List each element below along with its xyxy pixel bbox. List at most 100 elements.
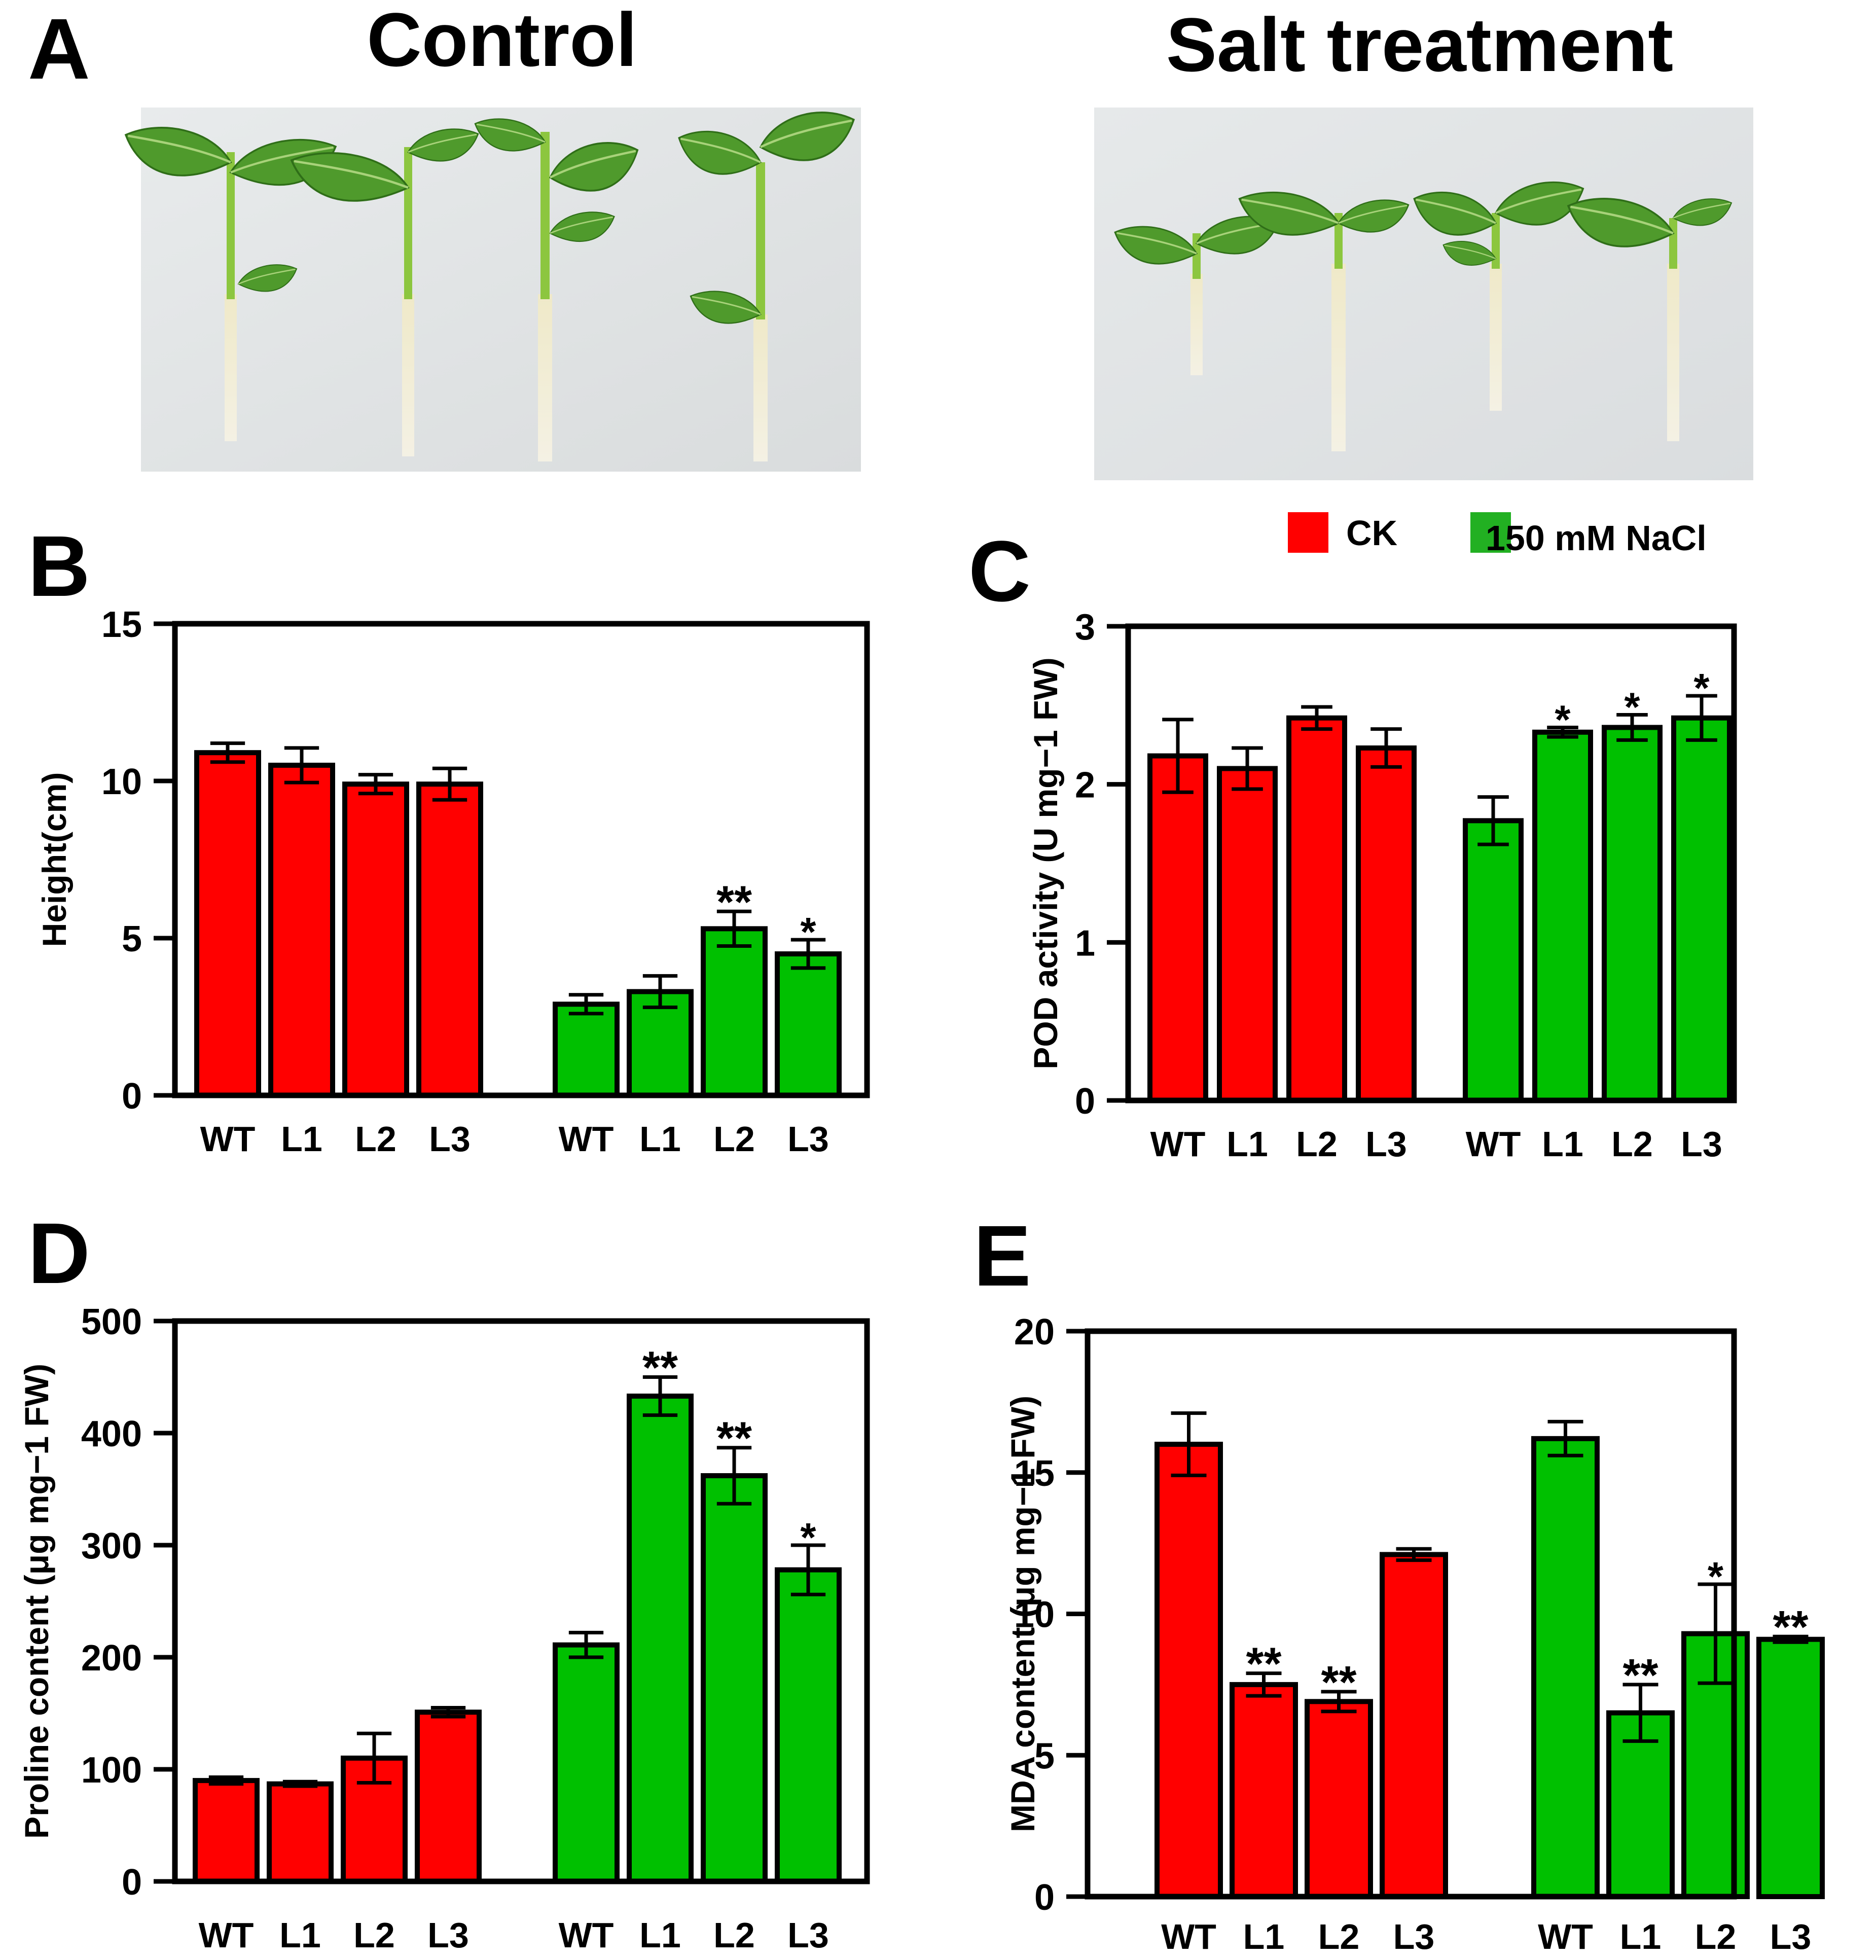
bar-E-1-wt [1531, 1436, 1600, 1900]
bar-C-0-wt [1147, 753, 1208, 1103]
x-tick-label: L2 [713, 1119, 755, 1159]
error-bar [716, 1446, 752, 1506]
x-tick-label: WT [1150, 1124, 1206, 1164]
error-bar [1547, 725, 1578, 739]
y-tick-label: 5 [122, 919, 142, 959]
plot-frame [1125, 623, 1737, 1103]
salt-treatment-title: Salt treatment [1166, 2, 1673, 87]
salt-photo [1094, 108, 1753, 480]
y-tick-label: 10 [1014, 1595, 1055, 1635]
error-bar [1686, 694, 1717, 742]
y-tick-label: 200 [81, 1638, 142, 1679]
bar-B-0-wt [194, 750, 261, 1098]
error-bar [1396, 1547, 1432, 1562]
error-bar [568, 993, 604, 1016]
bar-B-0-l2 [342, 781, 409, 1098]
x-tick-label: L1 [279, 1915, 321, 1955]
significance-mark: * [1624, 685, 1640, 730]
error-bar [790, 938, 826, 970]
y-tick-label: 0 [1034, 1877, 1055, 1918]
bar-D-1-wt [553, 1642, 620, 1884]
bar-B-1-l3 [775, 951, 842, 1098]
significance-mark: ** [1622, 1650, 1658, 1701]
error-bar [642, 974, 678, 1009]
x-tick-label: WT [559, 1915, 614, 1955]
error-bar [1622, 1683, 1658, 1743]
error-bar [1370, 727, 1402, 769]
panel-b-letter: B [28, 518, 90, 615]
bar-C-0-l2 [1286, 715, 1347, 1103]
y-axis-title: Height(cm) [35, 772, 73, 947]
y-tick-label: 100 [81, 1750, 142, 1791]
bar-B-1-wt [553, 1002, 620, 1098]
x-tick-label: WT [200, 1119, 256, 1159]
plot-frame [172, 1318, 870, 1884]
error-bar [356, 1731, 392, 1785]
bar-E-1-l3 [1756, 1636, 1825, 1900]
significance-mark: * [1555, 697, 1571, 742]
legend: CK 150 mM NaCl [1288, 512, 1707, 558]
y-tick-label: 15 [101, 604, 142, 645]
x-tick-label: L1 [1542, 1124, 1583, 1164]
y-tick-label: 3 [1075, 607, 1095, 648]
bar-D-0-wt [193, 1778, 260, 1884]
error-bar [1301, 705, 1332, 731]
x-tick-label: L2 [1611, 1124, 1653, 1164]
x-tick-label: WT [199, 1915, 254, 1955]
y-axis-title: Proline content (μg mg−1 FW) [18, 1364, 55, 1839]
plant [1114, 216, 1279, 375]
bar-B-0-l1 [268, 763, 335, 1098]
error-bar [1232, 746, 1263, 791]
error-bar [282, 1779, 318, 1788]
error-bar [1321, 1690, 1357, 1714]
error-bar [430, 1705, 466, 1719]
error-bar [642, 1375, 678, 1417]
y-tick-label: 1 [1075, 923, 1095, 964]
bar-D-1-l3 [775, 1567, 842, 1884]
legend-swatch-ck [1288, 512, 1328, 553]
error-bar [1477, 795, 1509, 846]
significance-mark: * [800, 1515, 816, 1560]
bar-D-1-l1 [627, 1394, 694, 1884]
y-tick-label: 2 [1075, 765, 1095, 806]
significance-mark: ** [716, 1413, 752, 1464]
bar-E-0-wt [1155, 1442, 1223, 1899]
y-tick-label: 400 [81, 1414, 142, 1454]
error-bar [1171, 1411, 1207, 1477]
y-tick-label: 500 [81, 1302, 142, 1342]
significance-mark: ** [1773, 1602, 1808, 1653]
plant [474, 118, 638, 461]
significance-mark: ** [1321, 1657, 1356, 1708]
error-bar [432, 766, 467, 802]
y-tick-label: 0 [1075, 1081, 1095, 1122]
x-tick-label: L3 [1770, 1917, 1812, 1956]
bar-C-0-l3 [1356, 745, 1417, 1103]
plant [126, 128, 336, 441]
bar-E-0-l3 [1380, 1552, 1448, 1900]
legend-label-ck: CK [1346, 513, 1397, 553]
x-tick-label: L2 [355, 1119, 396, 1159]
bar-B-0-l3 [416, 781, 483, 1098]
bar-C-1-wt [1463, 818, 1524, 1103]
bar-D-1-l2 [701, 1473, 768, 1884]
y-tick-label: 0 [122, 1862, 142, 1903]
y-axis-title: MDA content (μg mg−1 FW) [1004, 1396, 1041, 1832]
legend-label-nacl: 150 mM NaCl [1486, 518, 1707, 558]
legend-swatch-nacl [1470, 512, 1511, 553]
error-bar [358, 773, 393, 796]
plant [1240, 192, 1410, 451]
y-tick-label: 0 [122, 1076, 142, 1117]
x-tick-label: L1 [1620, 1917, 1662, 1956]
panel-a-letter: A [28, 1, 90, 97]
x-tick-label: L1 [1243, 1917, 1285, 1956]
error-bar [716, 909, 752, 948]
x-tick-label: L2 [1318, 1917, 1360, 1956]
bar-D-0-l1 [267, 1781, 334, 1884]
plant [679, 113, 854, 461]
error-bar [208, 1775, 244, 1786]
significance-mark: ** [1246, 1639, 1281, 1690]
x-tick-label: WT [1161, 1917, 1216, 1956]
x-tick-label: L2 [1695, 1917, 1737, 1956]
